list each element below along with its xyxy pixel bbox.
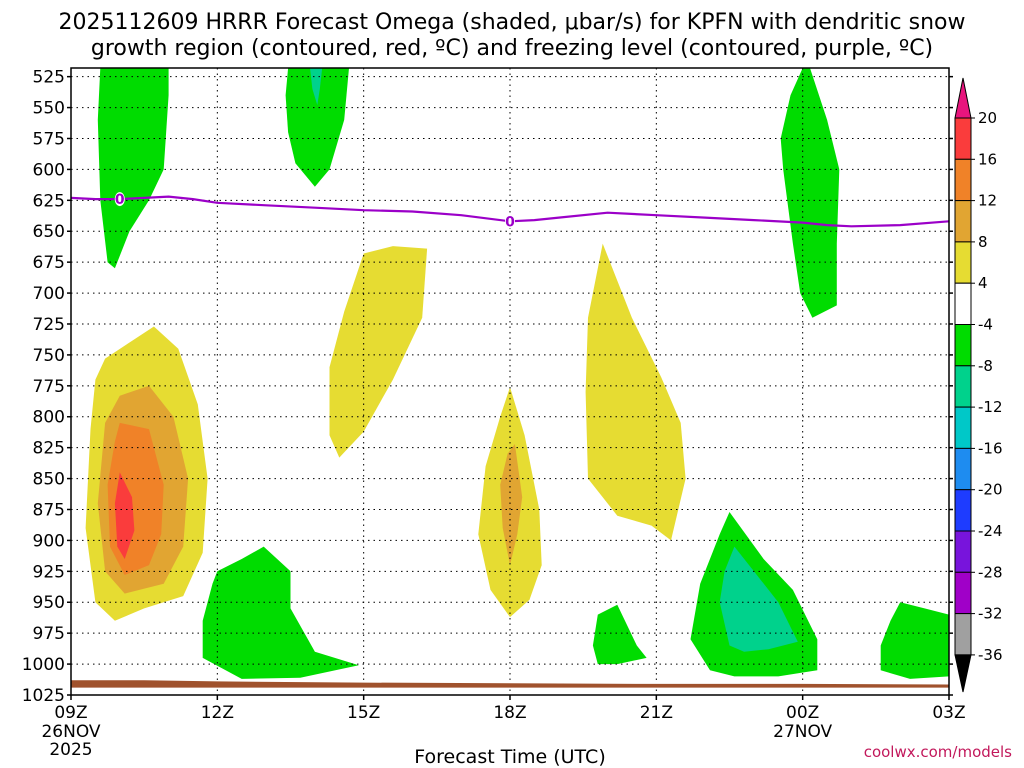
y-tick-label-1000: 1000 xyxy=(22,655,65,675)
colorbar-label-6: -8 xyxy=(978,357,993,375)
freezing-label-bg-0 xyxy=(114,192,125,207)
y-tick-label-725: 725 xyxy=(33,315,65,335)
colorbar-label-4: 4 xyxy=(978,274,988,292)
colorbar-label-11: -28 xyxy=(978,563,1003,581)
omega-shaded-regions xyxy=(85,68,949,679)
y-tick-label-850: 850 xyxy=(33,470,65,490)
colorbar-bin-6 xyxy=(954,365,972,408)
x-tick-label-12Z: 12Z xyxy=(201,703,234,723)
colorbar-label-12: -32 xyxy=(978,605,1003,623)
colorbar-bin-4 xyxy=(954,282,972,326)
y-tick-label-950: 950 xyxy=(33,593,65,613)
omega-region-1 xyxy=(285,68,349,187)
y-tick-label-925: 925 xyxy=(33,562,65,582)
y-axis: 525 550 575 600 625 650 675 700 725 750 775 800 825 8… xyxy=(22,68,953,706)
y-tick-label-1025: 1025 xyxy=(22,686,65,706)
y-tick-label-650: 650 xyxy=(33,222,65,242)
colorbar-bin-10 xyxy=(954,530,972,573)
x-tick-label-21Z: 21Z xyxy=(640,703,673,723)
colorbar-bin-9 xyxy=(954,489,972,532)
x-date-label-27NOV: 27NOV xyxy=(773,722,832,742)
colorbar-bottom-triangle xyxy=(954,654,972,693)
freezing-level-line xyxy=(71,195,949,228)
colorbar-label-13: -36 xyxy=(978,646,1003,664)
omega-region-0 xyxy=(97,68,169,269)
omega-region-3 xyxy=(780,68,840,318)
y-tick-label-675: 675 xyxy=(33,253,65,273)
chart-title-line1: 2025112609 HRRR Forecast Omega (shaded, … xyxy=(59,10,966,35)
terrain-surface xyxy=(71,680,949,688)
y-tick-label-550: 550 xyxy=(33,99,65,119)
omega-region-7 xyxy=(114,472,135,559)
colorbar-bin-7 xyxy=(954,406,972,449)
colorbar-label-7: -12 xyxy=(978,398,1003,416)
y-tick-label-750: 750 xyxy=(33,346,65,366)
y-tick-label-625: 625 xyxy=(33,191,65,211)
y-tick-label-875: 875 xyxy=(33,500,65,520)
omega-region-15 xyxy=(719,546,798,652)
colorbar-label-3: 8 xyxy=(978,233,988,251)
y-tick-label-800: 800 xyxy=(33,408,65,428)
y-tick-label-600: 600 xyxy=(33,160,65,180)
colorbar-bin-5 xyxy=(954,324,972,367)
omega-region-13 xyxy=(592,604,647,665)
colorbar-label-2: 12 xyxy=(978,192,997,210)
y-tick-label-525: 525 xyxy=(33,68,65,88)
chart-title-line2: growth region (contoured, red, ºC) and f… xyxy=(91,36,933,61)
colorbar: 20 16 12 8 4 -4 -8 -12 -16 -20 -24 -28 -32 -36 xyxy=(954,77,1003,693)
colorbar-bin-8 xyxy=(954,447,972,491)
colorbar-bin-12 xyxy=(954,613,972,656)
colorbar-label-10: -24 xyxy=(978,522,1003,540)
y-tick-label-900: 900 xyxy=(33,531,65,551)
colorbar-label-0: 20 xyxy=(978,109,997,127)
x-tick-label-00Z: 00Z xyxy=(786,703,819,723)
colorbar-bin-1 xyxy=(954,158,972,202)
freezing-label-0: 0 xyxy=(115,192,125,208)
omega-region-11 xyxy=(585,243,686,541)
colorbar-label-1: 16 xyxy=(978,150,997,168)
colorbar-bin-11 xyxy=(954,571,972,615)
colorbar-bin-2 xyxy=(954,200,972,243)
colorbar-label-5: -4 xyxy=(978,316,993,334)
freezing-label-1: 0 xyxy=(505,214,515,230)
x-tick-label-09Z: 09Z xyxy=(54,703,87,723)
colorbar-label-8: -16 xyxy=(978,439,1003,457)
x-year-label-2025: 2025 xyxy=(49,740,92,760)
y-tick-label-975: 975 xyxy=(33,624,65,644)
y-tick-label-825: 825 xyxy=(33,439,65,459)
credit-text: coolwx.com/models xyxy=(864,743,1012,761)
colorbar-bin-0 xyxy=(954,117,972,160)
omega-region-2 xyxy=(310,68,323,106)
omega-region-10 xyxy=(500,444,523,566)
omega-region-12 xyxy=(202,546,359,679)
gridlines xyxy=(71,68,949,695)
y-tick-label-575: 575 xyxy=(33,129,65,149)
freezing-level-contour: 00 xyxy=(71,192,949,230)
x-axis-label: Forecast Time (UTC) xyxy=(414,746,605,768)
colorbar-top-triangle xyxy=(954,77,972,119)
y-tick-label-775: 775 xyxy=(33,377,65,397)
colorbar-bin-3 xyxy=(954,241,972,284)
colorbar-label-9: -20 xyxy=(978,481,1003,499)
x-tick-label-15Z: 15Z xyxy=(347,703,380,723)
omega-region-8 xyxy=(329,246,428,458)
x-date-label-26NOV: 26NOV xyxy=(41,722,100,742)
x-tick-label-18Z: 18Z xyxy=(493,703,526,723)
y-tick-label-700: 700 xyxy=(33,284,65,304)
x-tick-label-03Z: 03Z xyxy=(932,703,965,723)
omega-region-16 xyxy=(880,602,949,679)
freezing-label-bg-1 xyxy=(505,214,515,229)
